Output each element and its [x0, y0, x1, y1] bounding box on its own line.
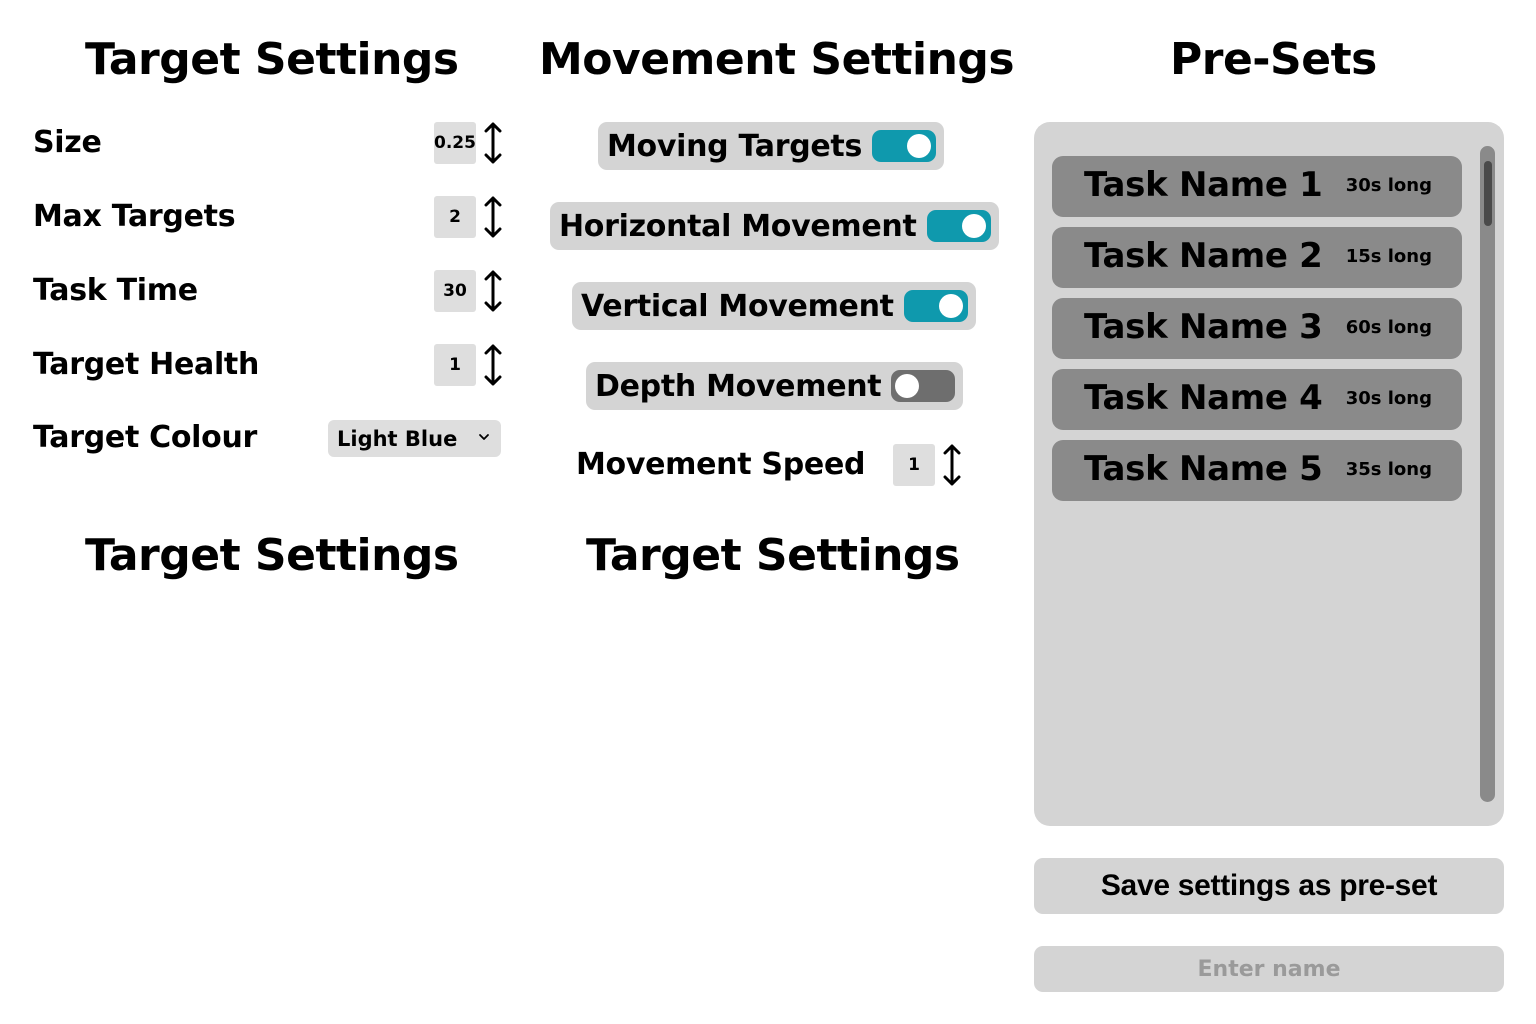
horizontal-movement-label: Horizontal Movement	[559, 208, 917, 244]
preset-name: Task Name 3	[1084, 307, 1323, 347]
depth-movement-toggle-row[interactable]: Depth Movement	[586, 362, 964, 410]
lower-left-heading: Target Settings	[85, 530, 459, 581]
switch-knob	[907, 134, 932, 158]
target-colour-select[interactable]: Light Blue	[328, 420, 501, 457]
task-time-value[interactable]: 30	[434, 270, 476, 312]
vertical-movement-toggle-row[interactable]: Vertical Movement	[572, 282, 976, 330]
horizontal-movement-toggle-row[interactable]: Horizontal Movement	[550, 202, 999, 250]
target-health-label: Target Health	[33, 347, 260, 382]
max-targets-value[interactable]: 2	[434, 196, 476, 238]
horizontal-movement-switch[interactable]	[926, 210, 991, 242]
presets-scrollbar-thumb[interactable]	[1484, 161, 1492, 226]
depth-movement-label: Depth Movement	[595, 368, 882, 404]
movement-speed-label: Movement Speed	[576, 447, 866, 482]
switch-knob	[961, 214, 986, 238]
preset-item[interactable]: Task Name 5 35s long	[1052, 440, 1462, 501]
target-settings-heading: Target Settings	[85, 34, 459, 85]
switch-knob	[938, 294, 963, 318]
max-targets-label: Max Targets	[33, 199, 236, 234]
preset-item[interactable]: Task Name 3 60s long	[1052, 298, 1462, 359]
vertical-movement-label: Vertical Movement	[581, 288, 894, 324]
save-preset-button[interactable]: Save settings as pre-set	[1034, 858, 1504, 914]
size-value[interactable]: 0.25	[434, 122, 476, 164]
movement-speed-stepper-icon[interactable]	[943, 443, 961, 487]
presets-scrollbar-track[interactable]	[1480, 146, 1495, 802]
moving-targets-switch[interactable]	[872, 130, 937, 162]
lower-middle-heading: Target Settings	[586, 530, 960, 581]
task-time-label: Task Time	[33, 273, 198, 308]
task-time-stepper-icon[interactable]	[484, 269, 502, 313]
movement-settings-heading: Movement Settings	[539, 34, 1015, 85]
presets-heading: Pre-Sets	[1170, 34, 1377, 85]
preset-duration: 30s long	[1345, 175, 1432, 196]
size-label: Size	[33, 125, 102, 160]
target-colour-label: Target Colour	[33, 420, 258, 455]
depth-movement-switch[interactable]	[891, 370, 956, 402]
preset-duration: 60s long	[1345, 317, 1432, 338]
preset-name: Task Name 4	[1084, 378, 1323, 418]
moving-targets-toggle-row[interactable]: Moving Targets	[598, 122, 945, 170]
target-health-value[interactable]: 1	[434, 344, 476, 386]
preset-item[interactable]: Task Name 4 30s long	[1052, 369, 1462, 430]
switch-knob	[895, 374, 920, 398]
preset-name-input[interactable]	[1034, 946, 1504, 992]
preset-item[interactable]: Task Name 1 30s long	[1052, 156, 1462, 217]
preset-name: Task Name 2	[1084, 236, 1323, 276]
preset-duration: 15s long	[1345, 246, 1432, 267]
target-colour-selected: Light Blue	[337, 426, 458, 451]
size-stepper-icon[interactable]	[484, 121, 502, 165]
movement-speed-value[interactable]: 1	[893, 444, 935, 486]
preset-item[interactable]: Task Name 2 15s long	[1052, 227, 1462, 288]
preset-duration: 35s long	[1345, 459, 1432, 480]
chevron-down-icon	[479, 434, 489, 440]
vertical-movement-switch[interactable]	[903, 290, 968, 322]
max-targets-stepper-icon[interactable]	[484, 195, 502, 239]
moving-targets-label: Moving Targets	[607, 128, 863, 164]
preset-name: Task Name 1	[1084, 165, 1323, 205]
preset-duration: 30s long	[1345, 388, 1432, 409]
target-health-stepper-icon[interactable]	[484, 343, 502, 387]
preset-name: Task Name 5	[1084, 449, 1323, 489]
